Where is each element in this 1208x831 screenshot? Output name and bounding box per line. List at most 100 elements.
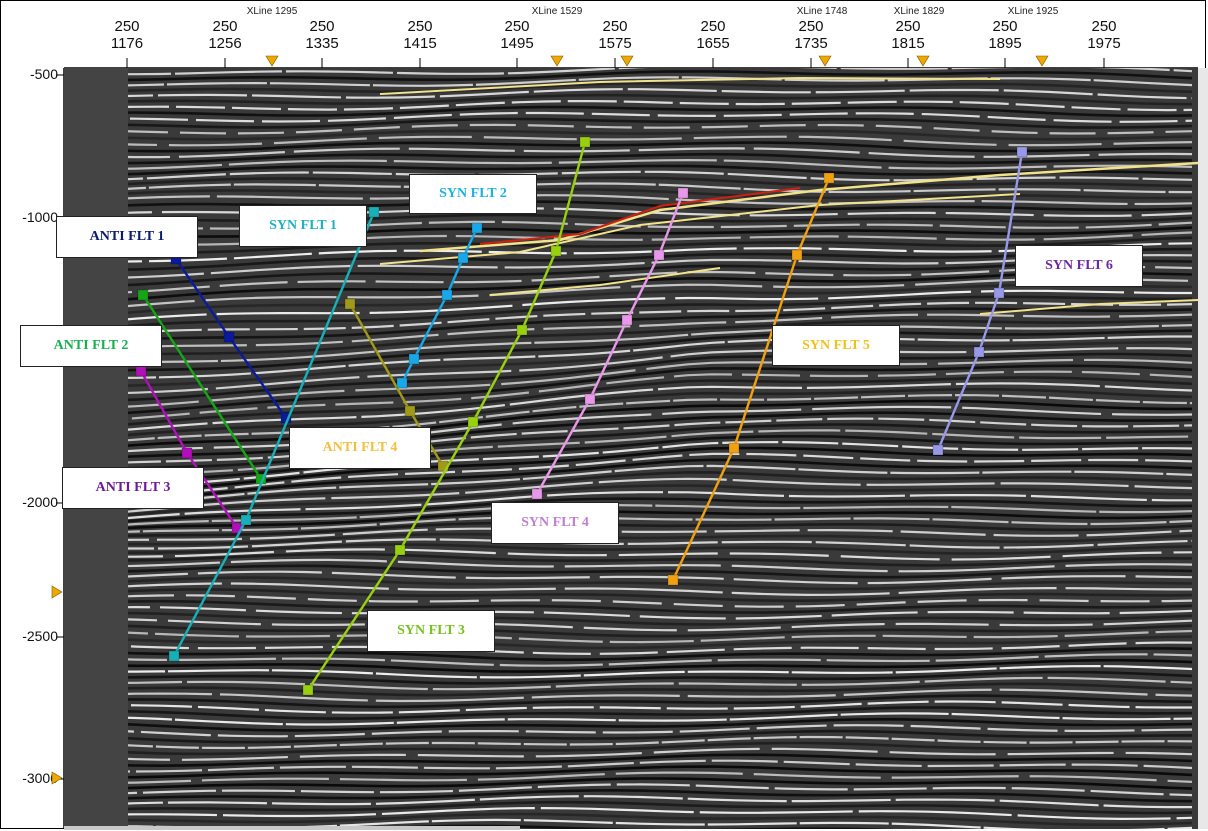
fault-node-handle[interactable] [181, 447, 193, 459]
fault-node-handle[interactable] [516, 324, 528, 336]
horizon-line [479, 187, 801, 245]
fault-anti-flt-1[interactable] [170, 253, 292, 424]
reflector [64, 158, 1193, 171]
fault-node-handle[interactable] [457, 252, 469, 264]
fault-anti-flt-3[interactable] [135, 365, 243, 534]
fault-node-handle[interactable] [408, 353, 420, 365]
fault-node-handle[interactable] [677, 187, 689, 199]
reflector [64, 527, 1193, 543]
reflector [64, 806, 1193, 821]
reflector [64, 594, 1193, 608]
reflector [64, 700, 1192, 714]
axis-markers [51, 55, 1049, 785]
reflector [64, 370, 1193, 424]
xline-marker [265, 55, 279, 67]
fault-node-handle[interactable] [621, 314, 633, 326]
fault-node-handle[interactable] [791, 249, 803, 261]
reflector [64, 194, 1193, 206]
fault-node-handle[interactable] [223, 331, 235, 343]
reflector [64, 236, 1193, 255]
reflector [64, 164, 1193, 177]
fault-syn-flt-5[interactable] [667, 172, 835, 586]
fault-line[interactable] [306, 141, 587, 691]
reflector [64, 405, 1193, 457]
reflector [64, 440, 1193, 488]
fault-node-handle[interactable] [728, 442, 740, 454]
fault-node-handle[interactable] [531, 488, 543, 500]
reflector [64, 477, 1193, 518]
fault-node-handle[interactable] [471, 222, 483, 234]
fault-syn-flt-6[interactable] [932, 146, 1028, 456]
reflector [64, 635, 1193, 650]
x-tick: 250 1575 [598, 18, 632, 52]
reflector [64, 735, 1193, 750]
fault-node-handle[interactable] [932, 444, 944, 456]
reflector [64, 729, 1193, 744]
x-tick: 250 1735 [794, 18, 828, 52]
fault-syn-flt-2[interactable] [396, 222, 483, 389]
reflector [64, 70, 1193, 82]
reflector [64, 141, 1192, 153]
fault-node-handle[interactable] [973, 346, 985, 358]
fault-syn-flt-3[interactable] [302, 136, 591, 696]
fault-line[interactable] [671, 177, 831, 581]
reflector [64, 111, 1193, 123]
fault-node-handle[interactable] [240, 514, 252, 526]
reflector [64, 387, 1193, 442]
fault-node-handle[interactable] [653, 249, 665, 261]
fault-node-handle[interactable] [467, 416, 479, 428]
fault-node-handle[interactable] [441, 289, 453, 301]
fault-node-handle[interactable] [667, 574, 679, 586]
horizon-line [379, 76, 1001, 95]
fault-anti-flt-4[interactable] [344, 298, 449, 472]
fault-node-handle[interactable] [168, 650, 180, 662]
label-text: SYN FLT 5 [802, 337, 870, 353]
fault-node-handle[interactable] [368, 206, 380, 218]
xline-marker [550, 55, 564, 67]
fault-syn-flt-4[interactable] [531, 187, 689, 500]
y-tick: -500 [29, 66, 58, 82]
fault-anti-flt-2[interactable] [137, 289, 267, 485]
fault-syn-flt-1[interactable] [168, 206, 380, 662]
reflector [64, 411, 1193, 462]
reflector [64, 147, 1193, 159]
label-text: ANTI FLT 4 [322, 440, 398, 455]
reflector [64, 117, 1193, 129]
reflector [64, 694, 1193, 709]
fault-node-handle[interactable] [137, 289, 149, 301]
xline-label: XLine 1529 [531, 6, 583, 17]
reflector [64, 429, 1193, 477]
fault-node-handle[interactable] [823, 172, 835, 184]
fault-line[interactable] [141, 294, 263, 480]
xline-label: XLine 1829 [893, 6, 945, 17]
fault-node-handle[interactable] [302, 684, 314, 696]
fault-node-handle[interactable] [135, 365, 147, 377]
fault-line[interactable] [936, 151, 1024, 451]
x-tick: 250 1975 [1087, 18, 1121, 52]
horizon-line [979, 299, 1198, 315]
reflector [64, 207, 1193, 218]
right-gutter [1198, 68, 1208, 829]
fault-node-handle[interactable] [579, 136, 591, 148]
xline-marker [916, 55, 930, 67]
fault-node-handle[interactable] [584, 393, 596, 405]
reflector [64, 399, 1192, 452]
fault-node-handle[interactable] [1016, 146, 1028, 158]
label-syn-flt-1: SYN FLT 1 [239, 205, 367, 247]
x-tick: 250 1256 [208, 18, 242, 52]
fault-node-handle[interactable] [404, 405, 416, 417]
fault-node-handle[interactable] [394, 544, 406, 556]
fault-node-handle[interactable] [550, 245, 562, 257]
fault-node-handle[interactable] [993, 287, 1005, 299]
y-tick: -2000 [22, 494, 58, 510]
fault-node-handle[interactable] [344, 298, 356, 310]
label-anti-flt-2: ANTI FLT 2 [20, 325, 162, 367]
fault-node-handle[interactable] [396, 377, 408, 389]
left-strip [64, 68, 128, 829]
reflector [64, 88, 1193, 100]
horizontal-scrollbar[interactable] [64, 826, 520, 830]
reflector [64, 170, 1193, 182]
reflector [64, 265, 1193, 297]
reflector [64, 283, 1193, 320]
